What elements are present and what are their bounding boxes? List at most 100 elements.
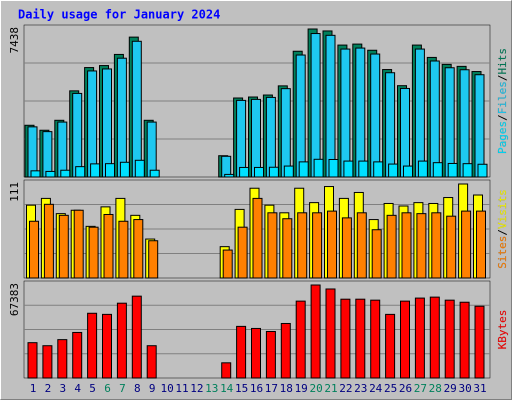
x-tick-label: 29: [444, 382, 457, 395]
x-tick-label: 28: [429, 382, 442, 395]
bar: [417, 160, 428, 178]
bar: [116, 302, 127, 379]
bar: [297, 212, 308, 279]
bar: [459, 69, 470, 178]
x-tick-label: 14: [220, 382, 234, 395]
x-tick-label: 25: [384, 382, 397, 395]
bar: [341, 217, 352, 279]
bar: [325, 288, 336, 379]
bar: [282, 218, 293, 279]
x-tick-label: 7: [119, 382, 126, 395]
x-tick-label: 8: [134, 382, 141, 395]
bar: [236, 99, 247, 178]
bar: [43, 203, 54, 279]
bar: [237, 226, 248, 279]
bar: [42, 345, 53, 379]
bar: [224, 173, 235, 178]
bar: [340, 48, 351, 178]
legend-entry: Sites: [496, 236, 509, 269]
bar: [236, 325, 247, 379]
bar: [295, 54, 306, 178]
bar: [131, 40, 142, 178]
bar: [414, 297, 425, 379]
bar: [444, 67, 455, 178]
legend-entry: Pages: [496, 121, 509, 154]
x-tick-label: 21: [324, 382, 337, 395]
bar: [447, 162, 458, 178]
bar: [355, 47, 366, 178]
x-tick-label: 12: [190, 382, 203, 395]
bar: [340, 298, 351, 379]
bar: [373, 161, 384, 178]
x-tick-label: 4: [74, 382, 81, 395]
x-tick-label: 24: [369, 382, 383, 395]
bar: [343, 160, 354, 178]
bar: [371, 229, 382, 279]
bar: [102, 68, 112, 178]
x-tick-label: 11: [175, 382, 188, 395]
bar: [58, 214, 69, 279]
bar: [401, 212, 412, 279]
bar: [45, 170, 56, 178]
bar: [358, 160, 369, 178]
bar: [400, 87, 410, 178]
y-max-label: 7438: [8, 27, 21, 54]
bar: [385, 72, 396, 178]
bar: [386, 214, 397, 279]
bar: [146, 121, 157, 178]
bar: [461, 210, 472, 279]
bar: [149, 169, 160, 178]
bar: [327, 210, 337, 279]
bar: [252, 197, 263, 279]
bar: [221, 155, 232, 178]
bar: [239, 166, 250, 178]
x-tick-label: 19: [295, 382, 308, 395]
bar: [280, 322, 291, 379]
bar: [414, 48, 425, 178]
legend-entry: Visits: [496, 189, 509, 229]
bar: [88, 226, 99, 279]
bar: [87, 312, 98, 379]
bar: [298, 161, 309, 178]
x-tick-label: 30: [458, 382, 471, 395]
x-tick-label: 5: [89, 382, 96, 395]
bar: [310, 284, 321, 379]
bar: [295, 300, 306, 379]
bar: [57, 339, 68, 379]
bar: [403, 165, 413, 178]
x-tick-label: 13: [205, 382, 218, 395]
y-max-label: 111: [8, 182, 21, 202]
chart-title: Daily usage for January 2024: [18, 8, 220, 22]
legend-separator: /: [496, 114, 509, 121]
bar: [476, 210, 486, 279]
bar: [400, 300, 410, 379]
bar: [432, 162, 443, 178]
bar: [388, 163, 399, 178]
bar: [72, 331, 83, 379]
bar: [444, 299, 455, 379]
bar: [119, 161, 130, 178]
x-tick-label: 9: [149, 382, 156, 395]
bar: [90, 163, 101, 178]
bar: [60, 169, 71, 178]
legend-entry: Hits: [496, 48, 509, 75]
bar: [268, 166, 279, 178]
x-tick-label: 3: [59, 382, 66, 395]
legend-entry: KBytes: [496, 310, 509, 350]
bar: [118, 220, 129, 279]
bar: [134, 159, 145, 178]
bar: [148, 240, 159, 279]
x-tick-label: 27: [414, 382, 427, 395]
x-tick-label: 15: [235, 382, 248, 395]
bar: [221, 362, 232, 379]
bar: [72, 92, 83, 178]
x-tick-label: 16: [250, 382, 263, 395]
bar: [265, 96, 276, 178]
bar: [283, 165, 294, 178]
bar: [474, 305, 485, 379]
bar: [265, 330, 276, 379]
bar: [133, 219, 144, 279]
bar: [75, 166, 86, 178]
x-tick-label: 10: [160, 382, 173, 395]
